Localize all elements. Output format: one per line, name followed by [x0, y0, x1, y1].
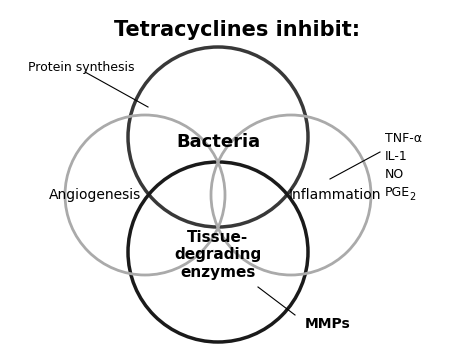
Text: TNF-α: TNF-α [385, 132, 422, 146]
Text: NO: NO [385, 169, 404, 181]
Text: PGE: PGE [385, 186, 410, 200]
Text: Tetracyclines inhibit:: Tetracyclines inhibit: [114, 20, 360, 40]
Text: MMPs: MMPs [305, 317, 351, 331]
Text: Inflammation: Inflammation [289, 188, 381, 202]
Text: IL-1: IL-1 [385, 151, 408, 164]
Text: Angiogenesis: Angiogenesis [49, 188, 141, 202]
Text: 2: 2 [409, 192, 415, 202]
Text: Bacteria: Bacteria [176, 133, 260, 151]
Text: Protein synthesis: Protein synthesis [28, 60, 135, 74]
Text: Tissue-
degrading
enzymes: Tissue- degrading enzymes [174, 230, 262, 280]
